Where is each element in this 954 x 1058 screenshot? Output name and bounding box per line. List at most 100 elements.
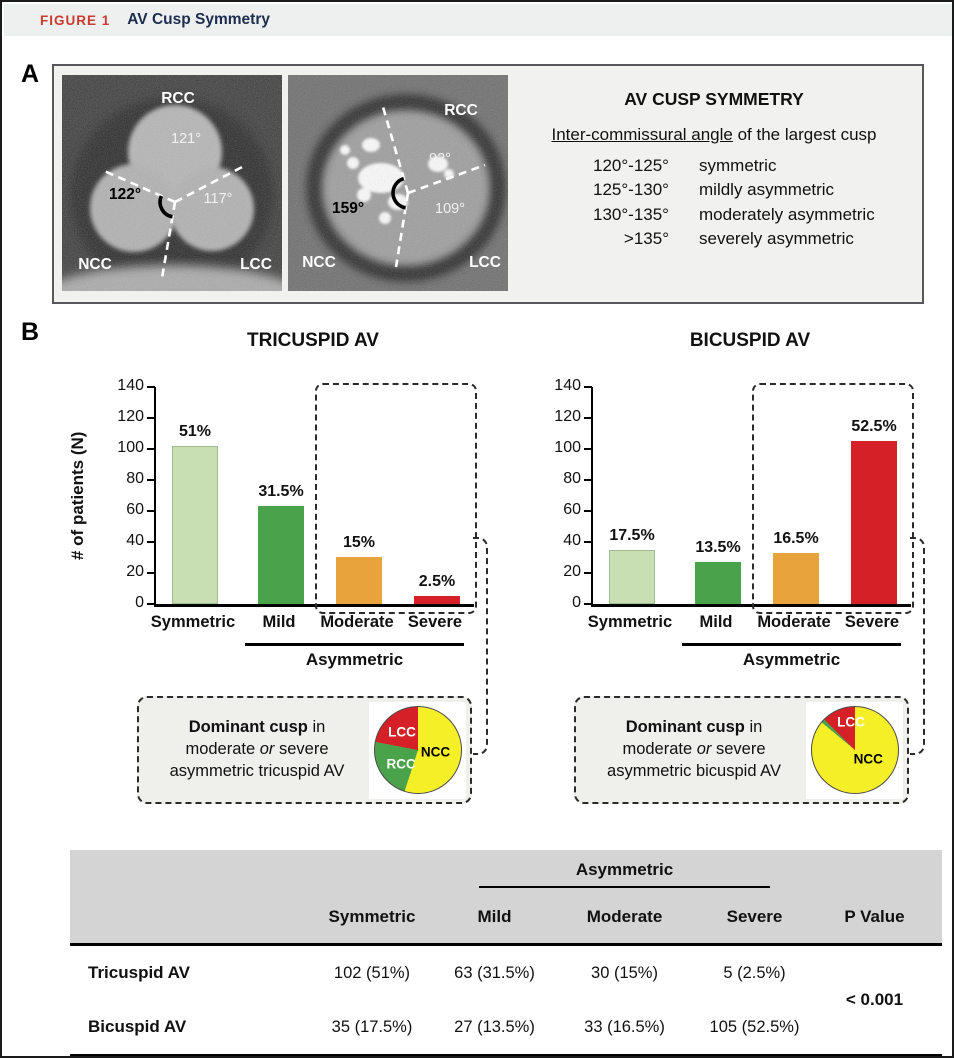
dashed-connector (910, 537, 925, 755)
table-cell: 105 (52.5%) (702, 1000, 807, 1056)
angle-range: 125°-130° (593, 180, 669, 200)
plot-area: 0 20 40 60 80 100 120 140 51% 31.5% 15% 2.5% (117, 377, 474, 611)
dominant-cusp-pie: NCC RCC LCC (373, 706, 462, 794)
asymmetric-bracket-label: Asymmetric (305, 650, 404, 669)
definition-row: 130°-135° moderately asymmetric (521, 203, 907, 227)
asymmetric-bracket-line (245, 643, 464, 646)
x-axis-label: Symmetric (587, 613, 673, 631)
y-tick-mark (147, 448, 155, 450)
x-axis-label: Mild (262, 613, 296, 631)
angle-left-label: 159° (332, 200, 364, 217)
bicuspid-bar-chart: BICUSPID AV 0 20 40 60 80 100 120 140 17.5% 13.5%… (499, 324, 925, 810)
chart-title: TRICUSPID AV (247, 330, 379, 351)
p-value-cell: < 0.001 (807, 944, 942, 1056)
y-tick-mark (584, 510, 592, 512)
ncc-label: NCC (78, 256, 112, 273)
bar-severe (414, 596, 460, 604)
cusp-symmetry-definition: AV CUSP SYMMETRY Inter-commissural angle… (512, 66, 916, 302)
y-axis-title: # of patients (N) (68, 431, 87, 560)
definition-row: 125°-130° mildly asymmetric (521, 178, 907, 202)
y-tick-label: 120 (117, 408, 144, 425)
y-tick-mark (584, 417, 592, 419)
table-row: Tricuspid AV 102 (51%) 63 (31.5%) 30 (15%) 5… (70, 944, 942, 1056)
y-tick-mark (584, 603, 592, 605)
rcc-label: RCC (444, 102, 478, 119)
angle-arc (158, 195, 173, 219)
table-group-header-row: Asymmetric (70, 850, 942, 898)
figure-title: AV Cusp Symmetry (127, 11, 270, 28)
y-tick-label: 100 (554, 439, 581, 456)
y-tick-mark (584, 572, 592, 574)
bar-value-label: 2.5% (418, 573, 456, 590)
asymmetric-bracket-label: Asymmetric (742, 650, 841, 669)
table-cell: 5 (2.5%) (723, 963, 786, 982)
dashed-connector (473, 537, 488, 755)
bar-value-label: 52.5% (851, 418, 897, 435)
asymmetric-group-label: Asymmetric (479, 860, 770, 888)
y-tick-mark (584, 386, 592, 388)
y-tick-mark (584, 479, 592, 481)
angle-arc (391, 176, 407, 210)
y-tick-label: 40 (563, 532, 581, 549)
table-cell: 27 (13.5%) (442, 1000, 547, 1056)
y-tick-mark (147, 510, 155, 512)
y-tick-label: 60 (563, 501, 581, 518)
pie-chart-frame: NCC LCC (806, 701, 903, 799)
bar-symmetric (172, 446, 218, 604)
y-tick-label: 120 (554, 408, 581, 425)
table-row-label: Tricuspid AV (88, 963, 191, 982)
definition-lead-underlined: Inter-commissural angle (551, 125, 733, 144)
bar-mild (695, 562, 741, 604)
angle-range: 130°-135° (593, 204, 669, 224)
y-tick-label: 80 (563, 470, 581, 487)
table-cell: 102 (51%) (333, 963, 411, 982)
pie-slice-label-rcc: RCC (386, 756, 416, 772)
dominant-cusp-callout: Dominant cusp in moderate or severe asymme… (574, 696, 909, 804)
ncc-label: NCC (302, 254, 336, 271)
bar-moderate (336, 557, 382, 604)
ct-image-bicuspid: RCC 92° 159° 109° NCC LCC (288, 75, 508, 291)
table-row-label: Bicuspid AV (70, 1000, 302, 1056)
y-tick-mark (584, 541, 592, 543)
tricuspid-bar-chart: TRICUSPID AV # of patients (N) 0 20 40 60 80… (62, 324, 488, 810)
y-tick-label: 60 (126, 501, 144, 518)
bar-value-label: 13.5% (695, 539, 741, 556)
angle-range: 120°-125° (593, 156, 669, 175)
figure-number: FIGURE 1 (40, 12, 111, 28)
lcc-label: LCC (240, 256, 272, 273)
asymmetric-bracket-line (682, 643, 901, 646)
pie-slice-label-lcc: LCC (837, 714, 865, 730)
y-tick-label: 140 (117, 377, 144, 394)
x-axis-label: Symmetric (150, 613, 236, 631)
panel-b-label: B (21, 318, 40, 346)
table-cell: 63 (31.5%) (454, 963, 535, 982)
definition-row: >135° severely asymmetric (521, 227, 907, 251)
bar-severe (851, 441, 897, 604)
y-tick-mark (584, 448, 592, 450)
classification-label: mildly asymmetric (699, 180, 835, 200)
table-col-header: P Value (807, 898, 942, 946)
bar-value-label: 31.5% (258, 483, 304, 500)
table-column-header-row: Symmetric Mild Moderate Severe P Value (70, 898, 942, 946)
highlight-dashed-box (752, 383, 914, 614)
y-tick-mark (147, 417, 155, 419)
pie-caption-line: Dominant cusp in (188, 718, 326, 737)
asymmetric-group-header: Asymmetric (442, 850, 807, 898)
x-axis-label: Severe (844, 613, 900, 631)
angle-right-label: 117° (204, 191, 233, 207)
table-row: Bicuspid AV 35 (17.5%) 27 (13.5%) 33 (16.5%… (70, 1000, 942, 1056)
dominant-cusp-pie: NCC LCC (810, 706, 899, 794)
pie-caption-line: asymmetric bicuspid AV (607, 761, 781, 780)
pie-chart-frame: NCC RCC LCC (369, 701, 466, 799)
bar-symmetric (609, 550, 655, 604)
pie-caption-line: moderate or severe (622, 740, 766, 759)
bar-mild (258, 506, 304, 604)
lcc-label: LCC (469, 254, 501, 271)
pie-caption-line: asymmetric tricuspid AV (169, 761, 345, 780)
angle-left-label: 122° (109, 186, 141, 203)
bar-value-label: 17.5% (609, 527, 655, 544)
definition-title: AV CUSP SYMMETRY (624, 89, 804, 109)
x-axis-label: Mild (699, 613, 733, 631)
table-cell: 30 (15%) (591, 963, 658, 982)
angle-range: >135° (623, 228, 669, 248)
